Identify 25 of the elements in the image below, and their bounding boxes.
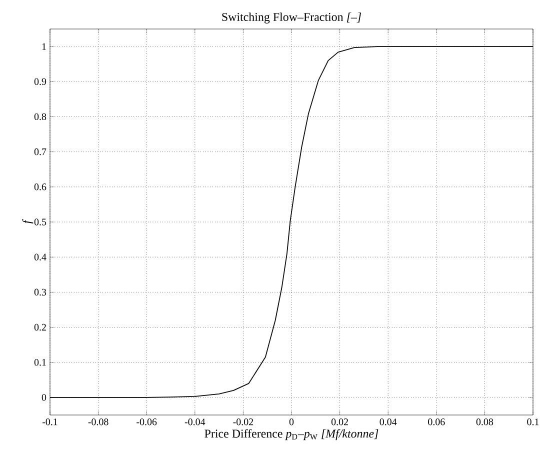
y-tick-label: 0.4 bbox=[34, 254, 46, 260]
y-tick-label: 0.8 bbox=[34, 113, 46, 120]
x-tick-label: -0.08 bbox=[88, 418, 108, 426]
x-axis-title: Price Difference p$_{D}$–p$_{W}$ [Mf/ktonne] bbox=[204, 429, 378, 440]
x-tick-label: -0.06 bbox=[136, 418, 157, 426]
x-tick-label: -0.02 bbox=[233, 418, 254, 426]
y-axis-title: f bbox=[22, 218, 34, 224]
y-tick-label: 0.6 bbox=[34, 184, 46, 190]
x-tick-label: 0.1 bbox=[527, 418, 539, 426]
y-tick-label: 0.1 bbox=[34, 358, 46, 366]
y-tick-label: 1 bbox=[42, 43, 46, 50]
y-tick-label: 0 bbox=[42, 394, 46, 401]
x-tick-label: 0.08 bbox=[476, 418, 494, 426]
y-tick-label: 0.5 bbox=[34, 218, 46, 226]
x-tick-label: -0.04 bbox=[184, 418, 206, 426]
x-tick-label: 0.04 bbox=[380, 418, 397, 426]
x-tick-label: 0.06 bbox=[428, 418, 445, 426]
chart-title: Switching Flow–Fraction [–] bbox=[222, 12, 362, 24]
y-tick-label: 0.7 bbox=[34, 148, 46, 156]
x-tick-label: -0.1 bbox=[42, 418, 58, 426]
y-tick-label: 0.9 bbox=[34, 78, 46, 86]
x-tick-label: 0.02 bbox=[331, 418, 348, 426]
y-tick-label: 0.3 bbox=[34, 288, 46, 296]
x-tick-label: 0 bbox=[289, 418, 294, 426]
y-tick-label: 0.2 bbox=[34, 324, 46, 331]
